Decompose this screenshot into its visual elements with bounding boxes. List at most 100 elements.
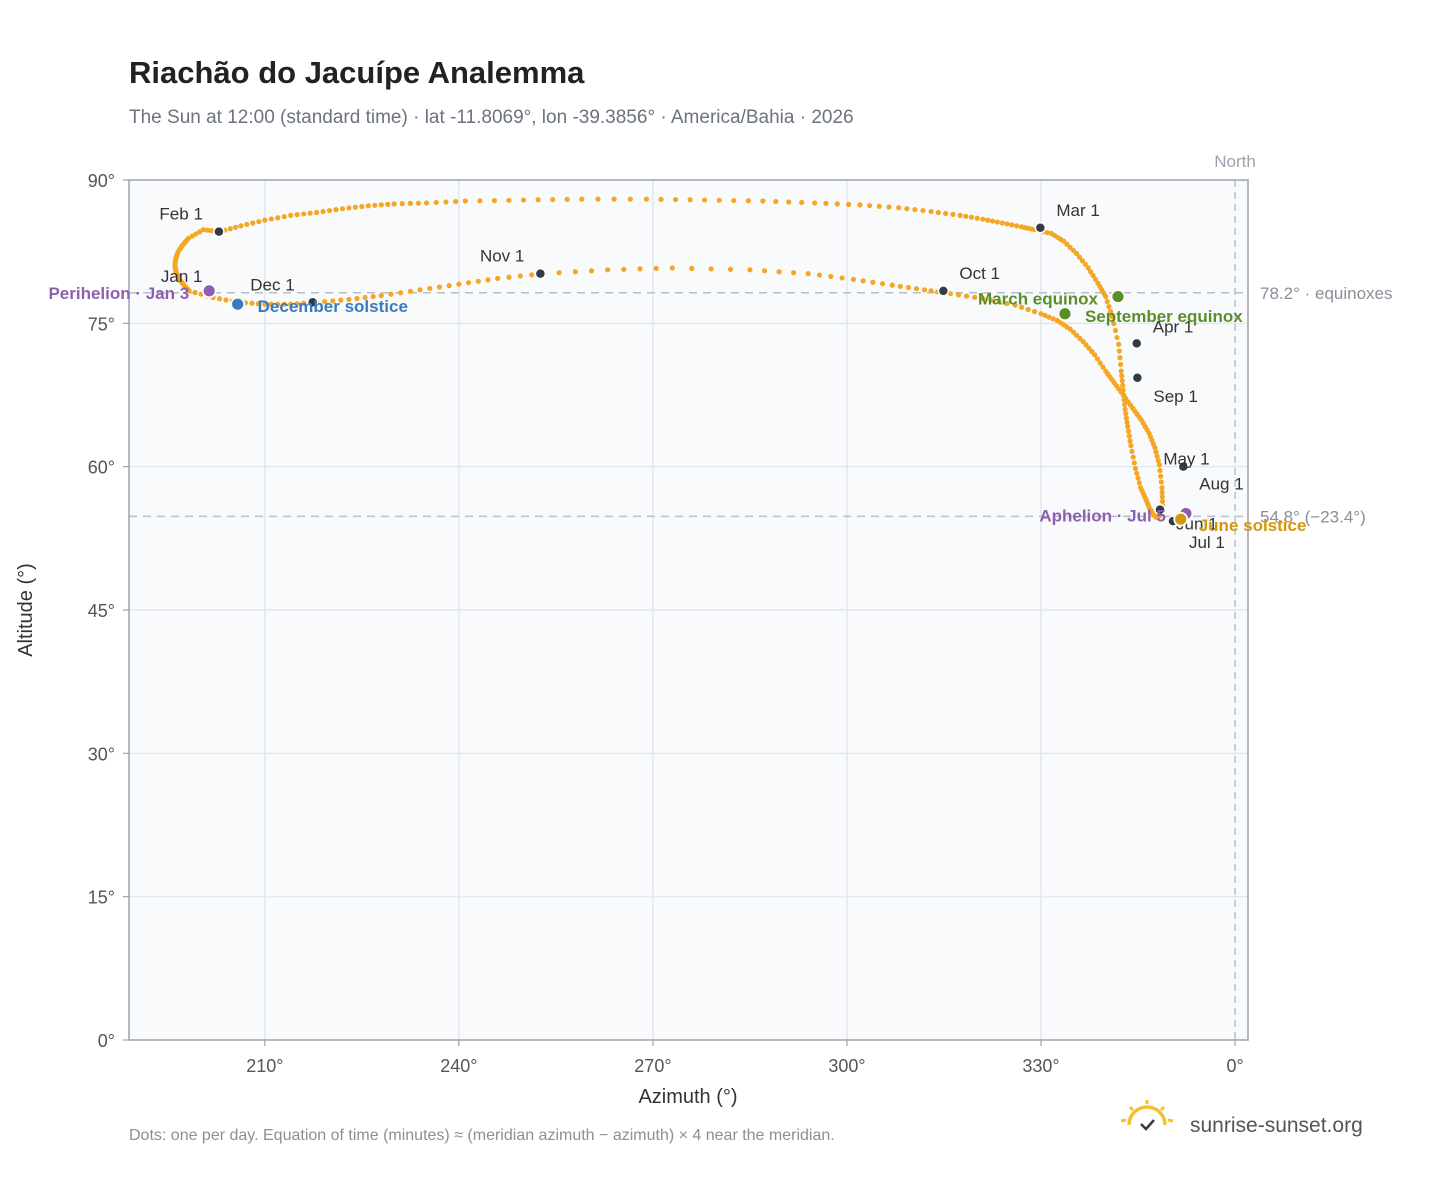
daily-dot [1054,317,1060,324]
month-marker [1177,460,1190,473]
daily-dot [1046,314,1052,320]
daily-dot [702,197,708,203]
daily-dot [275,301,281,307]
daily-dot [1158,473,1164,479]
daily-dot [456,281,462,287]
daily-dot [1064,241,1070,247]
chart-subtitle: The Sun at 12:00 (standard time) · lat -… [129,107,854,128]
daily-dot [564,196,570,202]
x-tick-label: 270° [634,1056,671,1076]
daily-dot [637,266,643,272]
daily-dot [1134,470,1140,476]
daily-dot [301,300,307,306]
daily-dot [1042,312,1048,319]
daily-dot [947,291,954,297]
daily-dot [716,197,722,203]
daily-dot [1092,276,1099,282]
daily-dot [834,201,840,207]
daily-dot [427,285,433,292]
daily-dot [339,206,346,212]
event-label: March equinox [978,290,1099,309]
y-tick-label: 60° [88,458,115,478]
daily-dot [1092,352,1098,358]
y-tick-label: 75° [88,314,115,334]
daily-dot [760,198,766,204]
daily-dot [876,203,882,209]
daily-dot [1090,272,1096,279]
daily-dot [999,220,1005,226]
x-tick-label: 0° [1226,1056,1243,1076]
month-label: Nov 1 [480,247,524,266]
daily-dot [776,269,782,275]
brand-name: sunrise-sunset.org [1190,1114,1363,1137]
daily-dot [980,295,986,302]
daily-dot [1153,449,1159,455]
daily-dot [897,283,903,289]
daily-dot [294,212,300,218]
daily-dot [1125,428,1132,434]
daily-dot [407,200,413,207]
daily-dot [1067,244,1073,250]
month-marker [1034,222,1047,234]
daily-dot [313,209,320,216]
daily-dot [943,210,949,217]
daily-dot [362,294,368,301]
daily-dot [485,277,491,283]
daily-dot [333,207,339,213]
daily-dot [1038,311,1044,317]
x-tick-label: 240° [440,1056,477,1076]
daily-dot [262,217,268,223]
y-tick-label: 90° [88,171,115,191]
daily-dot [1114,334,1120,341]
daily-dot [365,203,371,209]
month-marker [1131,372,1144,384]
event-marker [201,283,217,299]
daily-dot [232,224,239,230]
daily-dot [301,211,307,217]
daily-dot [244,221,250,228]
y-axis-ticks: 0° 15° 30° 45° 60° 75° 90° [88,171,129,1051]
y-tick-label: 45° [88,601,115,621]
daily-dot [653,265,659,271]
daily-dot [1094,356,1101,362]
daily-dot [354,295,360,302]
daily-dot [1135,475,1141,481]
daily-dot [579,196,585,202]
daily-dot [870,279,876,285]
daily-dot [1128,443,1134,449]
daily-dot [223,297,229,303]
daily-dot [529,272,535,278]
daily-dot [1155,457,1161,464]
daily-dot [994,219,1000,225]
daily-dot [475,278,481,284]
daily-dot [805,271,811,277]
daily-dot [816,272,823,278]
daily-dot [204,227,211,233]
daily-dot [443,199,449,205]
daily-dot [1014,223,1020,229]
daily-dot [989,218,996,224]
daily-dot [1157,467,1163,474]
daily-dot [436,284,443,290]
daily-dot [928,208,934,215]
daily-dot [1077,335,1083,341]
month-label: Aug 1 [1199,475,1243,494]
daily-dot [812,200,818,206]
month-marker [213,225,225,238]
daily-dot [727,266,734,272]
daily-dot [1118,368,1124,374]
daily-dot [1122,406,1128,412]
daily-dot [1004,300,1010,307]
daily-dot [867,202,873,209]
daily-dot [446,282,452,289]
daily-dot [320,208,326,215]
daily-dot [1070,329,1076,335]
x-tick-label: 300° [828,1056,865,1076]
daily-dot [928,288,934,294]
daily-dot [399,201,405,207]
daily-dot [955,292,962,298]
daily-dot [1019,304,1025,310]
event-label: Perihelion · Jan 3 [48,284,189,303]
daily-dot [935,209,941,216]
daily-dot [255,301,261,307]
